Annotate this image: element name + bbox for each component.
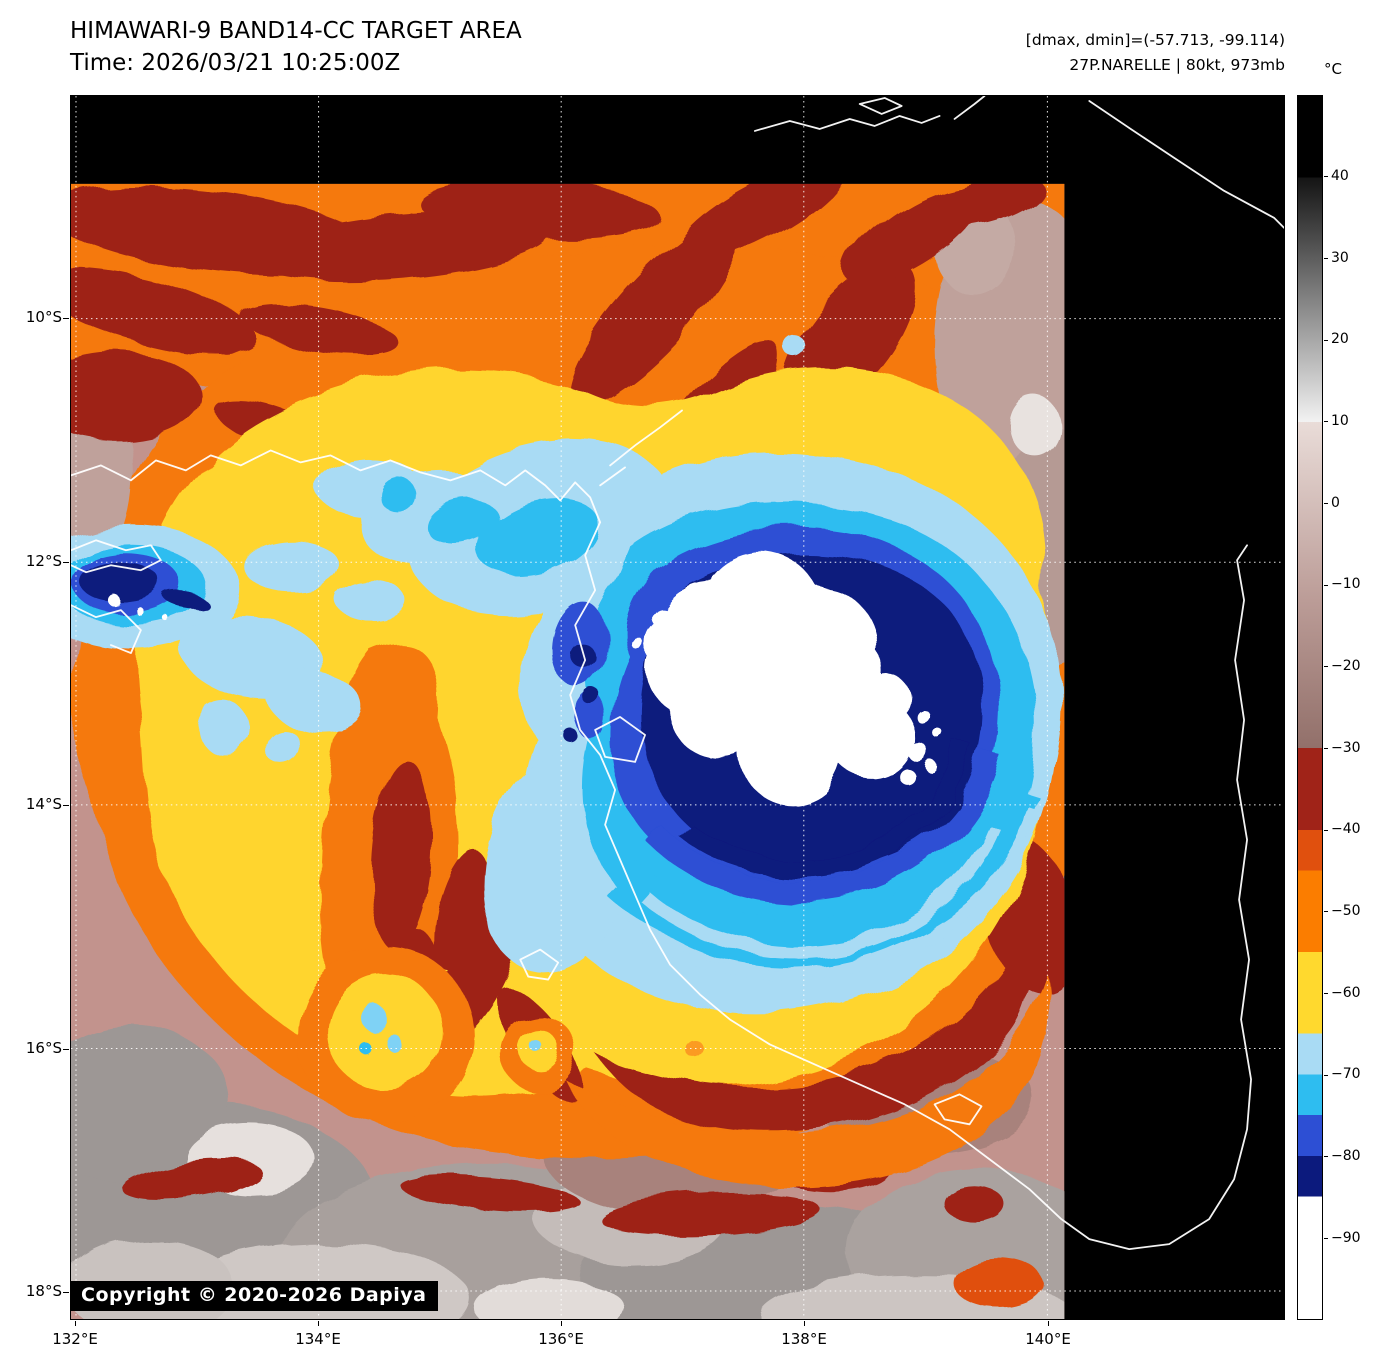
x-tick-label: 138°E [781, 1330, 827, 1348]
copyright-watermark: Copyright © 2020-2026 Dapiya [71, 1281, 439, 1311]
imagery-region [71, 183, 1065, 1319]
colorbar-tick-label: 40 [1331, 168, 1349, 184]
y-tick-label: 18°S [25, 1282, 62, 1300]
colorbar-tick-mark [1324, 340, 1328, 341]
colorbar-tick-label: −70 [1331, 1066, 1361, 1082]
colorbar-tick-mark [1324, 258, 1328, 259]
colorbar-tick-label: −10 [1331, 576, 1361, 592]
colorbar-tick-mark [1324, 1075, 1328, 1076]
coastlines [71, 96, 1284, 1251]
x-tick-label: 134°E [295, 1330, 341, 1348]
x-tick-mark [75, 1321, 76, 1326]
colorbar-tick-mark [1324, 748, 1328, 749]
storm-info: 27P.NARELLE | 80kt, 973mb [1069, 56, 1285, 74]
colorbar-tick-mark [1324, 993, 1328, 994]
colorbar-tick-mark [1324, 421, 1328, 422]
colorbar-tick-mark [1324, 830, 1328, 831]
y-tick-label: 12°S [25, 552, 62, 570]
x-tick-label: 136°E [538, 1330, 584, 1348]
colorbar-tick-label: 30 [1331, 250, 1349, 266]
colorbar-tick-label: −20 [1331, 658, 1361, 674]
colorbar-tick-mark [1324, 666, 1328, 667]
y-tick-mark [63, 318, 69, 319]
colorbar-tick-mark [1324, 1156, 1328, 1157]
cloud-field [71, 183, 1065, 1319]
colorbar-tick-label: −90 [1331, 1230, 1361, 1246]
temperature-colorbar [1297, 95, 1323, 1320]
colorbar-tick-label: 10 [1331, 413, 1349, 429]
y-tick-label: 16°S [25, 1039, 62, 1057]
x-tick-label: 140°E [1025, 1330, 1071, 1348]
colorbar-tick-label: −30 [1331, 740, 1361, 756]
y-tick-mark [63, 805, 69, 806]
header-annotations: [dmax, dmin]=(-57.713, -99.114) 27P.NARE… [1026, 28, 1285, 78]
colorbar-tick-mark [1324, 503, 1328, 504]
dmax-dmin-readout: [dmax, dmin]=(-57.713, -99.114) [1025, 31, 1285, 49]
colorbar-tick-mark [1324, 911, 1328, 912]
colorbar-tick-label: −40 [1331, 821, 1361, 837]
y-tick-mark [63, 562, 69, 563]
x-tick-mark [318, 1321, 319, 1326]
map-plot: Copyright © 2020-2026 Dapiya [70, 95, 1285, 1320]
colorbar-tick-mark [1324, 176, 1328, 177]
colorbar-tick-label: −60 [1331, 985, 1361, 1001]
colorbar-tick-label: 0 [1331, 495, 1340, 511]
colorbar-unit-label: °C [1324, 60, 1342, 78]
cold-overshooting-tops [108, 553, 945, 805]
y-tick-mark [63, 1049, 69, 1050]
satellite-imagery [71, 96, 1284, 1319]
colorbar-tick-label: −50 [1331, 903, 1361, 919]
colorbar-tick-label: 20 [1331, 331, 1349, 347]
colorbar-tick-mark [1324, 1238, 1328, 1239]
y-tick-label: 14°S [25, 795, 62, 813]
x-tick-mark [561, 1321, 562, 1326]
colorbar-tick-label: −80 [1331, 1148, 1361, 1164]
y-tick-label: 10°S [25, 308, 62, 326]
x-tick-mark [804, 1321, 805, 1326]
timestamp: Time: 2026/03/21 10:25:00Z [70, 50, 401, 76]
colorbar-tick-mark [1324, 585, 1328, 586]
page-title: HIMAWARI-9 BAND14-CC TARGET AREA [70, 18, 522, 44]
x-tick-mark [1048, 1321, 1049, 1326]
y-tick-mark [63, 1292, 69, 1293]
x-tick-label: 132°E [52, 1330, 98, 1348]
